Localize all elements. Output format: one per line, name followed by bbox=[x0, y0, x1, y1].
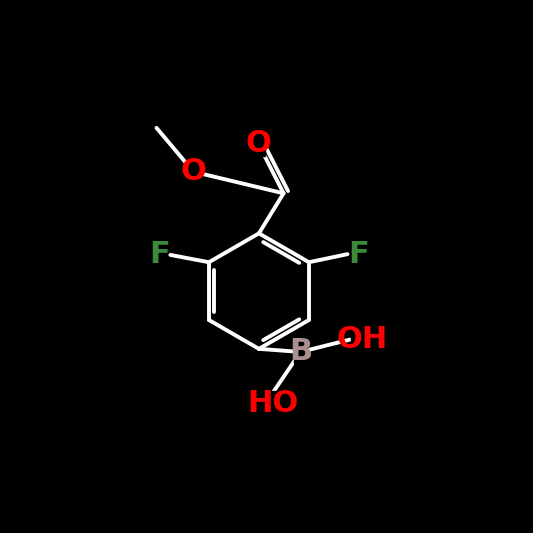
Text: O: O bbox=[245, 129, 271, 158]
Text: HO: HO bbox=[247, 389, 298, 418]
Bar bbox=[261, 391, 284, 416]
Text: F: F bbox=[149, 240, 170, 269]
Bar bbox=[351, 327, 374, 352]
Text: B: B bbox=[289, 337, 312, 367]
Text: F: F bbox=[348, 240, 369, 269]
Text: O: O bbox=[181, 157, 206, 186]
Bar bbox=[352, 242, 365, 266]
Bar bbox=[187, 159, 200, 184]
Bar bbox=[153, 243, 166, 267]
Text: OH: OH bbox=[336, 325, 387, 354]
Bar bbox=[252, 131, 265, 156]
Bar bbox=[294, 340, 307, 364]
